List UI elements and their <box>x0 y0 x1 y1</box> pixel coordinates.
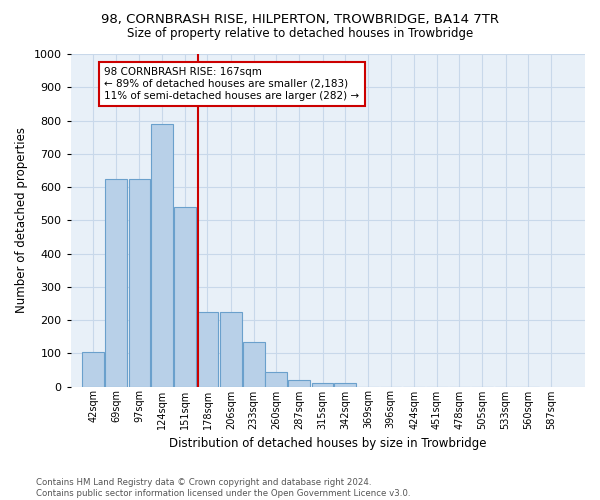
Bar <box>311 382 334 386</box>
Bar <box>174 207 196 386</box>
Bar <box>82 352 104 386</box>
Y-axis label: Number of detached properties: Number of detached properties <box>15 128 28 314</box>
Bar <box>128 178 151 386</box>
Bar <box>265 372 287 386</box>
Bar <box>151 124 173 386</box>
Bar <box>220 312 242 386</box>
Text: Contains HM Land Registry data © Crown copyright and database right 2024.
Contai: Contains HM Land Registry data © Crown c… <box>36 478 410 498</box>
Bar <box>334 383 356 386</box>
Text: 98 CORNBRASH RISE: 167sqm
← 89% of detached houses are smaller (2,183)
11% of se: 98 CORNBRASH RISE: 167sqm ← 89% of detac… <box>104 68 359 100</box>
Bar <box>105 178 127 386</box>
Text: Size of property relative to detached houses in Trowbridge: Size of property relative to detached ho… <box>127 28 473 40</box>
X-axis label: Distribution of detached houses by size in Trowbridge: Distribution of detached houses by size … <box>169 437 487 450</box>
Bar <box>243 342 265 386</box>
Bar <box>288 380 310 386</box>
Bar <box>197 312 218 386</box>
Text: 98, CORNBRASH RISE, HILPERTON, TROWBRIDGE, BA14 7TR: 98, CORNBRASH RISE, HILPERTON, TROWBRIDG… <box>101 12 499 26</box>
